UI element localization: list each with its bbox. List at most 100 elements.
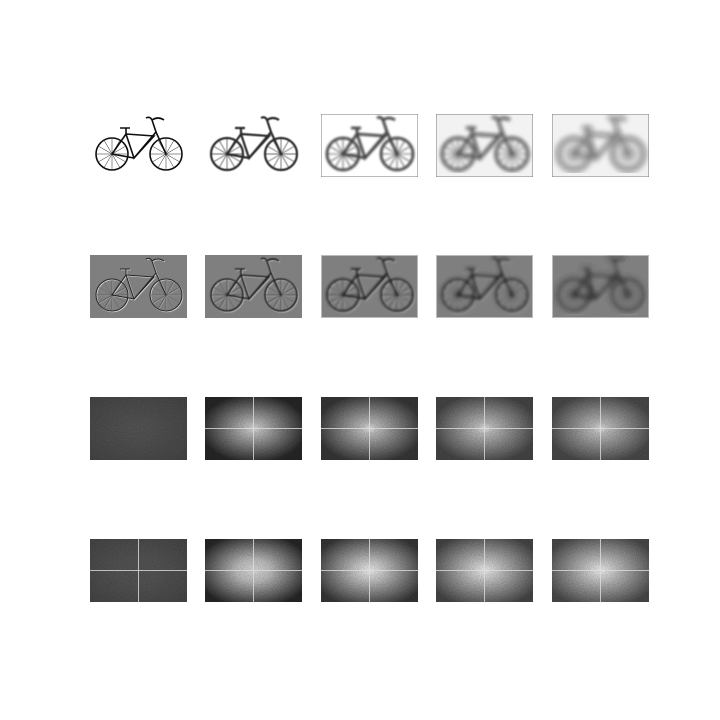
handlebar — [260, 257, 280, 274]
handlebar — [607, 115, 628, 133]
frame — [226, 274, 271, 300]
image-panel — [436, 255, 533, 318]
spoke — [614, 287, 642, 303]
handlebar — [491, 256, 511, 274]
handlebar — [491, 115, 511, 133]
wheel — [325, 277, 361, 313]
image-panel — [321, 539, 418, 602]
image-panel — [205, 114, 302, 177]
frame — [457, 132, 504, 160]
spoke — [99, 288, 126, 304]
frame — [342, 132, 388, 160]
wheel — [440, 136, 476, 172]
image-panel — [436, 114, 533, 177]
seat — [351, 267, 361, 275]
frame — [111, 274, 156, 300]
frame — [226, 132, 272, 160]
handlebar — [376, 115, 396, 133]
frame — [342, 273, 388, 301]
wheel — [494, 136, 530, 172]
image-panel — [90, 539, 187, 602]
spoke — [560, 145, 588, 163]
wheel — [440, 277, 476, 313]
wheel — [379, 136, 415, 172]
wheel — [150, 279, 184, 313]
spoke — [383, 287, 411, 303]
spoke — [444, 287, 472, 303]
wheel — [610, 277, 646, 313]
frame — [573, 273, 620, 301]
seat — [235, 126, 245, 134]
wheel — [610, 136, 646, 172]
spoke — [213, 146, 241, 162]
seat — [351, 126, 361, 134]
wheel — [149, 137, 183, 171]
spoke — [498, 287, 526, 303]
image-panel — [552, 397, 649, 460]
spoke — [329, 287, 357, 303]
bicycle — [95, 116, 183, 171]
seat — [466, 126, 476, 134]
wheel — [95, 137, 129, 171]
spoke — [268, 288, 295, 304]
spoke — [498, 146, 526, 162]
spoke — [560, 287, 588, 303]
spoke — [152, 146, 180, 162]
spoke — [267, 146, 295, 162]
bicycle — [440, 115, 530, 172]
spectrum — [90, 397, 187, 460]
spoke — [153, 288, 180, 304]
image-panel — [205, 255, 302, 318]
bicycle-dark — [440, 256, 530, 313]
seat — [466, 267, 476, 275]
bicycle — [556, 115, 646, 172]
bicycle — [209, 116, 299, 172]
background — [90, 255, 187, 318]
wheel — [149, 278, 183, 312]
wheel — [556, 277, 592, 313]
spoke — [213, 287, 241, 303]
frame — [111, 133, 156, 159]
wheel — [210, 278, 244, 312]
seat — [582, 126, 592, 134]
wheel — [95, 278, 129, 312]
image-panel — [90, 255, 187, 318]
image-panel — [436, 397, 533, 460]
wheel — [96, 279, 130, 313]
spoke — [614, 145, 642, 163]
wheel — [556, 136, 592, 172]
spoke — [152, 287, 180, 303]
handlebar — [145, 116, 165, 133]
wheel — [263, 136, 299, 172]
seat — [120, 268, 130, 275]
spoke — [444, 146, 472, 162]
image-panel — [205, 539, 302, 602]
spoke — [383, 146, 411, 162]
handlebar — [260, 116, 280, 133]
bicycle-dark — [210, 257, 298, 312]
image-panel — [321, 397, 418, 460]
wheel — [379, 277, 415, 313]
seat — [120, 127, 130, 134]
image-panel — [552, 539, 649, 602]
spoke — [329, 146, 357, 162]
image-panel — [90, 397, 187, 460]
bicycle-dark — [325, 257, 415, 313]
spoke — [267, 287, 295, 303]
seat — [235, 268, 245, 275]
image-panel — [90, 114, 187, 177]
frame — [112, 275, 156, 301]
image-panel — [321, 255, 418, 318]
image-panel — [552, 255, 649, 318]
wheel — [209, 136, 245, 172]
frame — [457, 273, 503, 301]
seat — [582, 267, 592, 275]
frame — [573, 132, 621, 161]
bicycle-dark — [95, 257, 183, 312]
image-panel — [552, 114, 649, 177]
spoke — [98, 287, 126, 303]
wheel — [325, 136, 361, 172]
bicycle — [325, 115, 415, 172]
spoke — [98, 146, 126, 162]
